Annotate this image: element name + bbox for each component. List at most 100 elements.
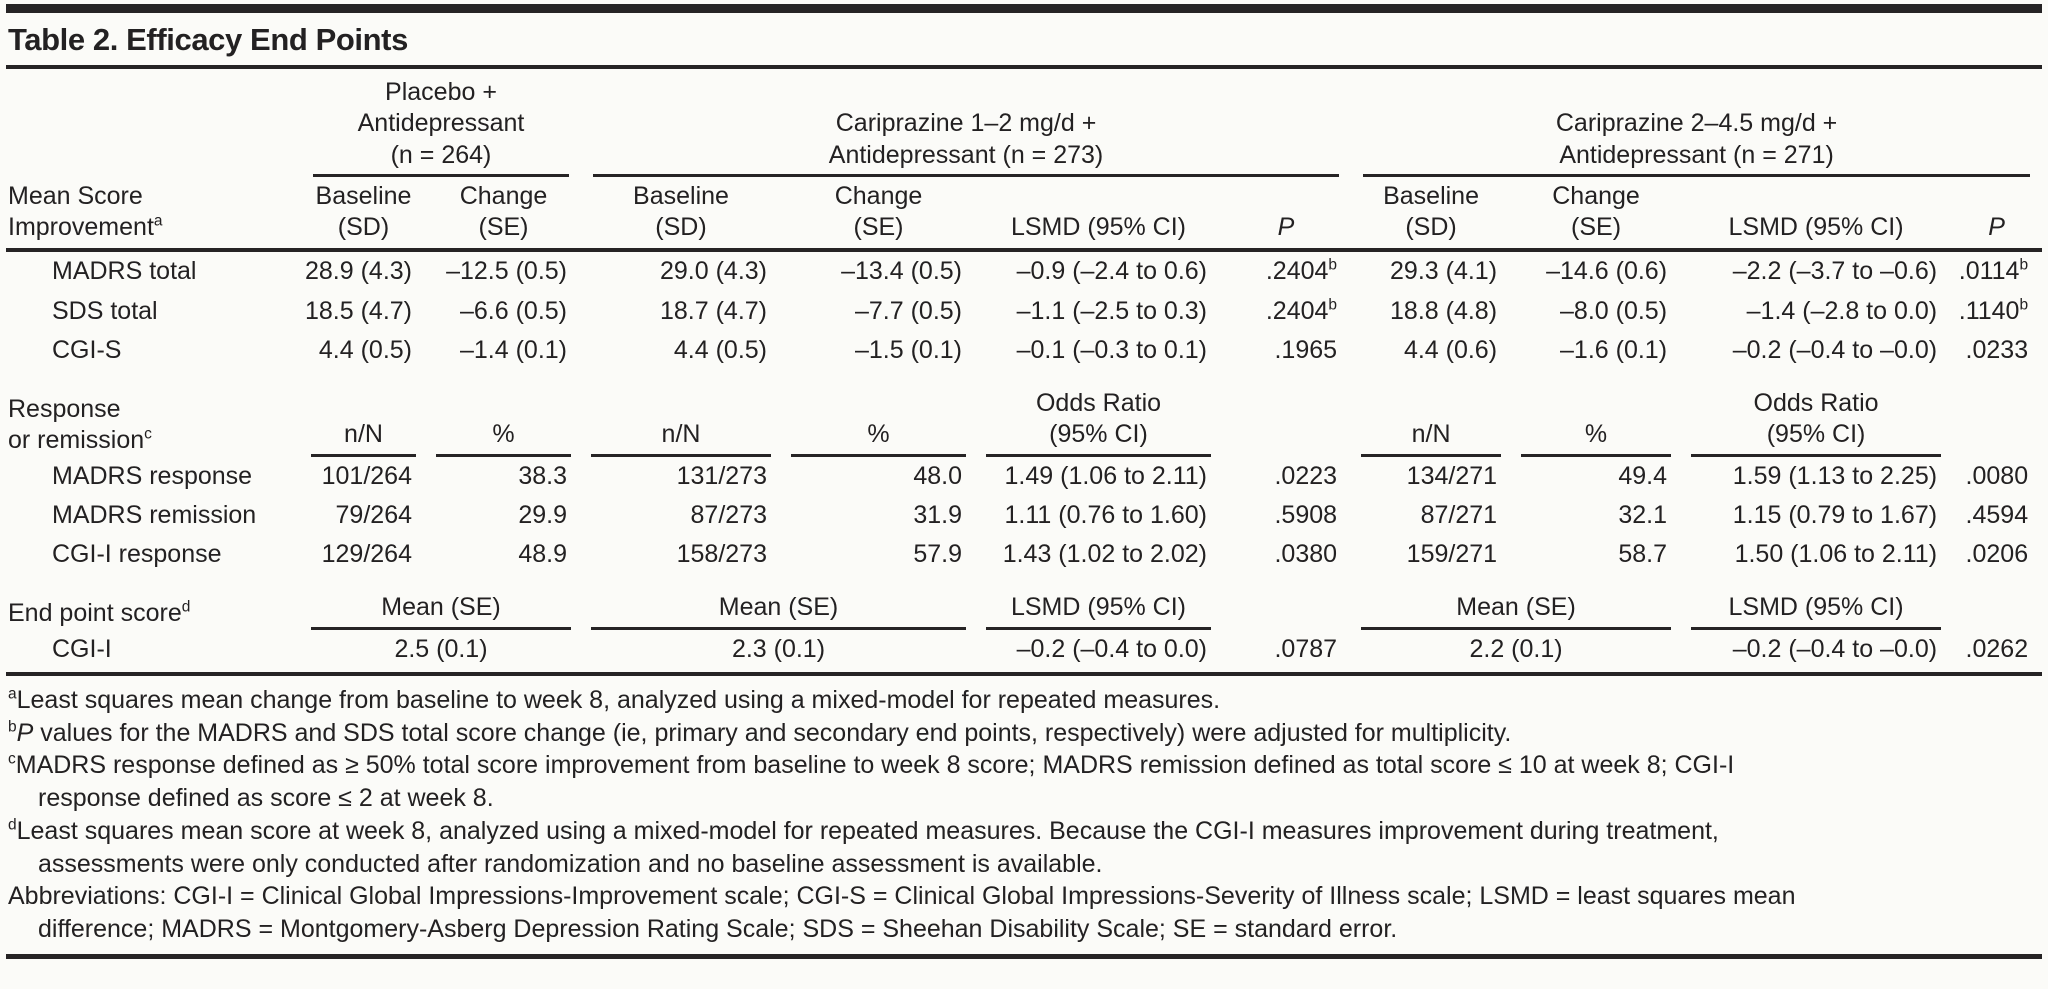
table-cell: .4594	[1965, 500, 2029, 529]
treatment-group-name: Placebo + Antidepressant (n = 264)	[313, 77, 569, 177]
underlined-header: Mean (SE)	[311, 592, 571, 630]
column-header: Change (SE)	[1511, 176, 1682, 253]
section-label-line: Improvementa	[8, 212, 163, 241]
table-cell: –0.9 (–2.4 to 0.6)	[1016, 257, 1207, 286]
header-line: %	[867, 420, 890, 449]
column-header: P	[1221, 176, 1352, 253]
column-header-line: Baseline	[633, 181, 729, 210]
column-header: P	[1951, 176, 2043, 253]
underlined-header: %	[1521, 419, 1672, 457]
underlined-header: Mean (SE)	[591, 592, 966, 630]
column-header: LSMD (95% CI)	[976, 176, 1221, 253]
row-label: SDS total	[52, 296, 158, 325]
table-row: MADRS remission 79/264 29.9 87/273 31.9 1.11 …	[6, 496, 2042, 535]
header-line: Mean (SE)	[381, 593, 501, 622]
table-cell: –1.1 (–2.5 to 0.3)	[1016, 296, 1207, 325]
header-line: %	[1584, 420, 1608, 449]
column-header-line: Baseline	[1383, 181, 1479, 210]
section-header-row: End point scored Mean (SE) Mean (SE) LSMD (…	[6, 574, 2042, 630]
column-header-line: LSMD (95% CI)	[1728, 213, 1904, 241]
column-header: Baseline (SD)	[1351, 176, 1512, 253]
table-cell: –0.2 (–0.4 to –0.0)	[1681, 629, 1952, 676]
column-header-line: (SD)	[1405, 213, 1457, 241]
row-label: MADRS remission	[52, 500, 257, 529]
header-line: n/N	[344, 420, 383, 449]
group-name-line: Antidepressant (n = 273)	[828, 140, 1104, 169]
table-cell: –0.1 (–0.3 to 0.1)	[1016, 335, 1207, 364]
table-cell: 4.4 (0.5)	[318, 335, 412, 364]
treatment-group-name: Cariprazine 2–4.5 mg/d + Antidepressant (…	[1363, 108, 2031, 177]
underlined-header: Odds Ratio (95% CI)	[1691, 388, 1942, 457]
section-column-header	[1951, 574, 2042, 629]
section-column-header: n/N	[581, 370, 781, 457]
group-name-line: Cariprazine 2–4.5 mg/d +	[1555, 109, 1838, 138]
section-column-header	[1221, 574, 1351, 629]
table-cell: –0.2 (–0.4 to 0.0)	[976, 629, 1221, 676]
section-label-line: End point scored	[8, 598, 191, 628]
footnote-line: Abbreviations: CGI-I = Clinical Global I…	[8, 882, 1796, 911]
column-header: Baseline (SD)	[301, 176, 426, 253]
column-header-line: Change	[459, 181, 548, 210]
table-cell: 158/273	[676, 540, 767, 568]
section-column-header: Mean (SE)	[1351, 574, 1681, 630]
group-header-row: Placebo + Antidepressant (n = 264) Caripraz…	[6, 71, 2042, 177]
table-cell: –1.4 (–2.8 to 0.0)	[1746, 296, 1938, 325]
table-cell: –12.5 (0.5)	[446, 257, 567, 286]
row-label: CGI-I response	[52, 540, 222, 568]
table-row: CGI-S 4.4 (0.5) –1.4 (0.1) 4.4 (0.5) –1.5 (0…	[6, 331, 2042, 370]
table-cell: 1.50 (1.06 to 2.11)	[1734, 540, 1938, 568]
table-cell: 49.4	[1618, 461, 1668, 490]
table-row: MADRS response 101/264 38.3 131/273 48.0 1.49…	[6, 457, 2042, 496]
section-header-row: Response or remissionc n/N% n/N% Odds Ratio (…	[6, 370, 2042, 457]
section-column-header: Mean (SE)	[581, 574, 976, 630]
table-cell: .0787	[1221, 629, 1352, 676]
table-cell: –1.4 (0.1)	[459, 335, 567, 364]
section-column-header: %	[781, 370, 976, 457]
row-label: MADRS total	[52, 257, 197, 286]
table-cell: –0.2 (–0.4 to –0.0)	[1732, 335, 1938, 364]
footnote-line: difference; MADRS = Montgomery-Asberg De…	[38, 915, 1398, 943]
underlined-header: n/N	[1361, 419, 1502, 457]
column-header: Baseline (SD)	[581, 176, 781, 253]
footnote-line: bP values for the MADRS and SDS total sc…	[8, 718, 1512, 747]
section-label-line: or remissionc	[8, 425, 152, 455]
table-cell: –2.2 (–3.7 to –0.6)	[1732, 257, 1938, 286]
column-header-line: P	[1988, 213, 2005, 241]
column-header-line: Change	[834, 181, 923, 210]
header-line: Odds Ratio	[1753, 389, 1879, 417]
section-column-header: n/N	[301, 370, 426, 457]
table-cell: 29.3 (4.1)	[1390, 257, 1498, 286]
row-label: CGI-I	[6, 629, 301, 676]
journal-table-page: Table 2. Efficacy End Points Placebo + An…	[0, 4, 2048, 959]
table-cell: 87/273	[690, 500, 767, 529]
column-header-line: (SE)	[478, 213, 529, 241]
table-cell: .5908	[1274, 500, 1338, 529]
footnote-line: cMADRS response defined as ≥ 50% total s…	[8, 750, 1735, 780]
header-line: Mean (SE)	[1456, 593, 1576, 622]
section-column-header: Odds Ratio (95% CI)	[976, 370, 1221, 457]
section-column-header: %	[426, 370, 581, 457]
table-row: MADRS total 28.9 (4.3) –12.5 (0.5) 29.0 (4.…	[6, 250, 2042, 291]
underlined-header: LSMD (95% CI)	[986, 592, 1211, 630]
table-cell: 1.59 (1.13 to 2.25)	[1732, 461, 1938, 490]
table-head: Placebo + Antidepressant (n = 264) Caripraz…	[6, 71, 2043, 253]
group-name-line: (n = 264)	[390, 140, 492, 169]
column-header-line: P	[1277, 213, 1295, 241]
row-label: MADRS response	[52, 461, 253, 490]
group-name-line: Antidepressant	[357, 109, 525, 138]
column-header-line: Baseline	[315, 181, 412, 210]
table-cell: 1.15 (0.79 to 1.67)	[1732, 500, 1938, 529]
table-cell: 2.3 (0.1)	[581, 629, 976, 676]
table-cell: 18.7 (4.7)	[659, 296, 767, 325]
table-cell: 48.0	[913, 461, 962, 490]
treatment-group-header: Placebo + Antidepressant (n = 264)	[301, 71, 581, 177]
table-cell: 79/264	[335, 500, 412, 529]
section-column-header	[1221, 370, 1351, 457]
column-header: LSMD (95% CI)	[1681, 176, 1952, 253]
table-cell: 4.4 (0.5)	[673, 335, 767, 364]
footnote-line: assessments were only conducted after ra…	[38, 849, 1103, 878]
section-label-line: Response	[8, 395, 121, 423]
table-cell: 31.9	[913, 500, 962, 529]
underlined-header: Odds Ratio (95% CI)	[986, 388, 1211, 457]
header-line: (95% CI)	[1766, 420, 1866, 449]
